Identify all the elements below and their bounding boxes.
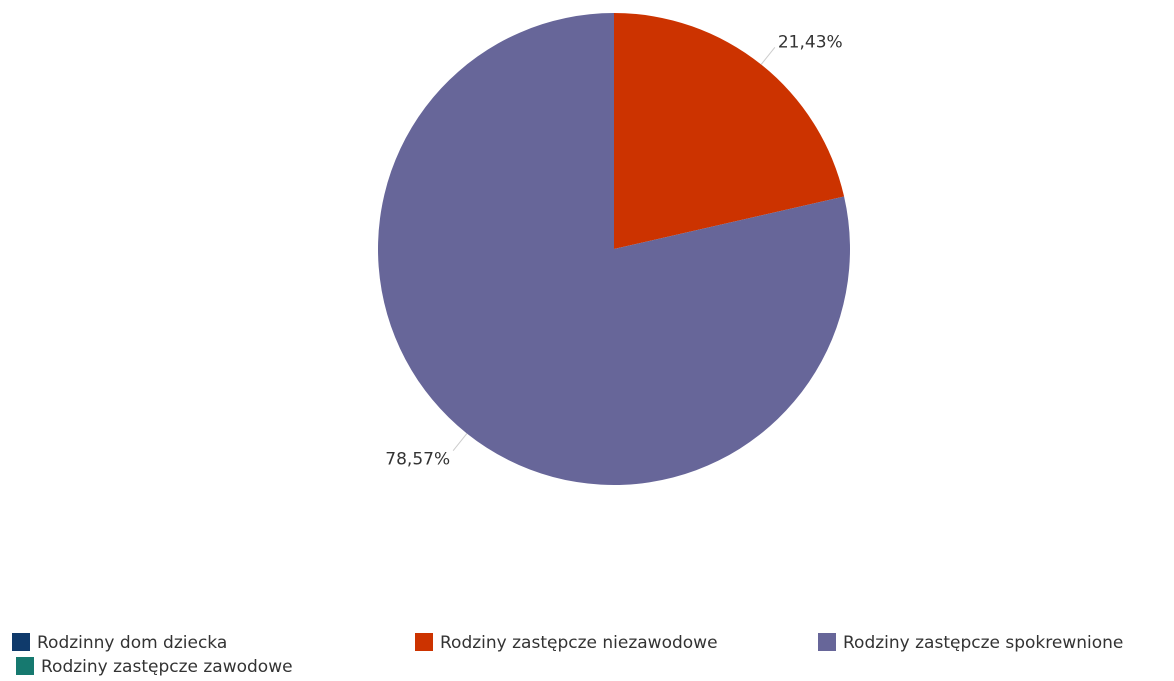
legend-item-rodzinny-dom-dziecka[interactable]: Rodzinny dom dziecka xyxy=(12,632,227,654)
data-label-rodziny-zastepcze-spokrewnione: 78,57% xyxy=(385,450,450,470)
pie-chart: 21,43% 78,57% xyxy=(377,13,850,485)
label-connector-rodziny-zastepcze-spokrewnione xyxy=(452,433,468,452)
legend-swatch-rodzinny-dom-dziecka xyxy=(12,633,30,651)
legend-swatch-spokrewnione xyxy=(818,633,836,651)
data-label-rodziny-zastepcze-niezawodowe: 21,43% xyxy=(778,32,843,52)
legend-item-zawodowe[interactable]: Rodziny zastępcze zawodowe xyxy=(16,656,293,678)
legend-swatch-niezawodowe xyxy=(415,633,433,651)
pie-slice-rodziny-zastepcze-niezawodowe[interactable] xyxy=(614,13,845,249)
label-connector-rodziny-zastepcze-niezawodowe xyxy=(760,46,776,65)
legend-label-rodzinny-dom-dziecka: Rodzinny dom dziecka xyxy=(37,633,228,653)
legend-swatch-zawodowe xyxy=(16,657,34,675)
legend-item-niezawodowe[interactable]: Rodziny zastępcze niezawodowe xyxy=(415,632,718,654)
legend-item-spokrewnione[interactable]: Rodziny zastępcze spokrewnione xyxy=(818,632,1123,654)
legend-label-niezawodowe: Rodziny zastępcze niezawodowe xyxy=(440,633,718,653)
pie-slice-rodziny-zastepcze-spokrewnione[interactable] xyxy=(377,13,850,485)
legend-label-zawodowe: Rodziny zastępcze zawodowe xyxy=(41,657,293,677)
legend: Rodzinny dom dziecka Rodziny zastępcze n… xyxy=(12,632,1174,680)
legend-label-spokrewnione: Rodziny zastępcze spokrewnione xyxy=(843,633,1124,653)
